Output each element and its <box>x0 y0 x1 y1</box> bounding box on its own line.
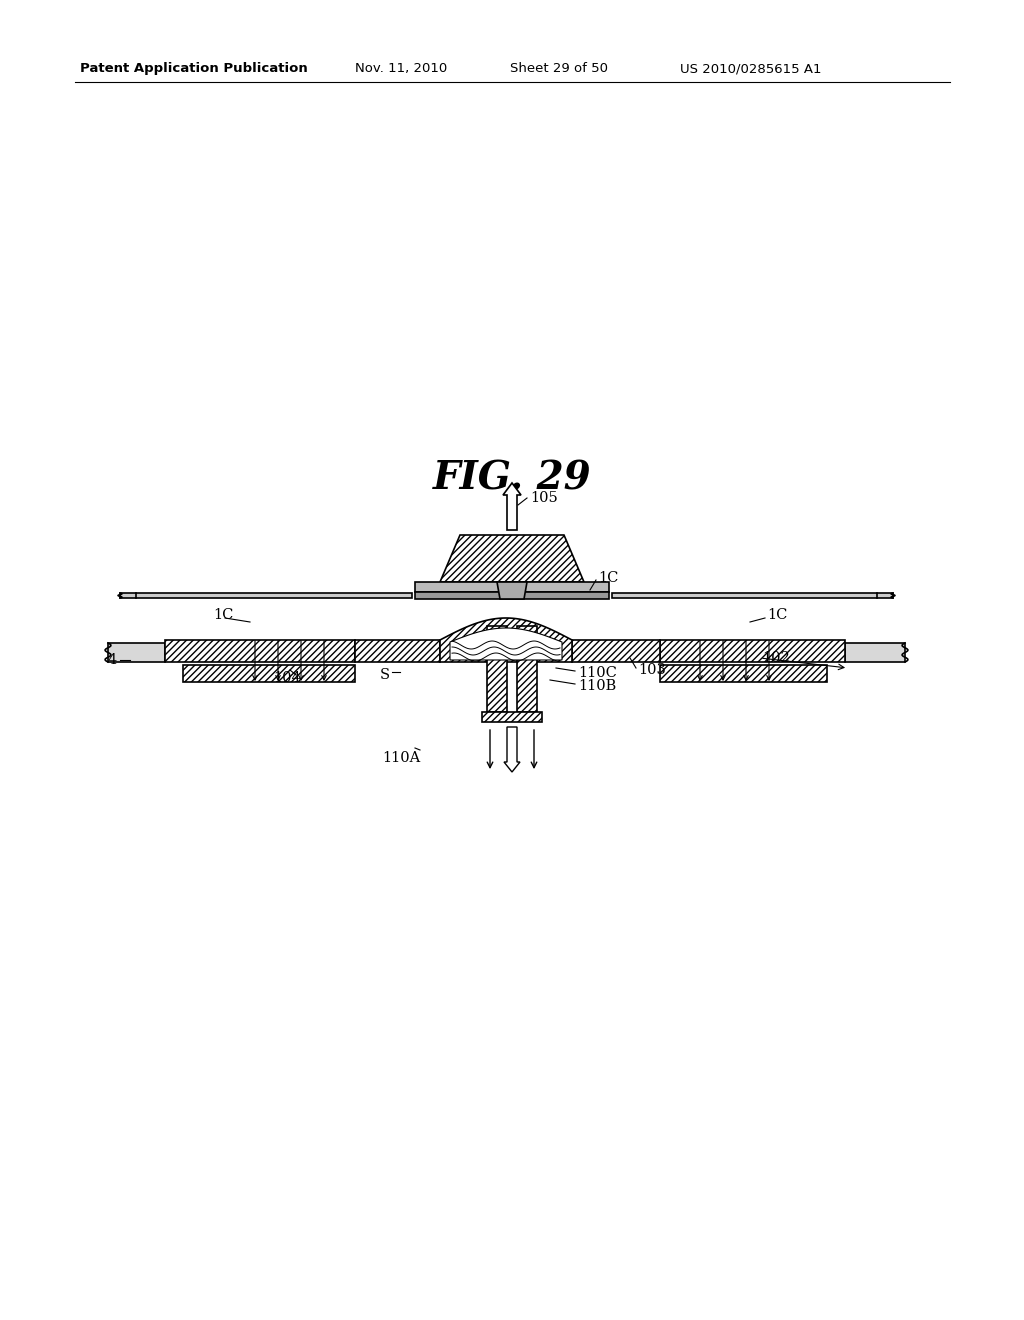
Text: US 2010/0285615 A1: US 2010/0285615 A1 <box>680 62 821 75</box>
Text: 104: 104 <box>273 671 301 685</box>
Polygon shape <box>450 628 562 660</box>
Text: Patent Application Publication: Patent Application Publication <box>80 62 308 75</box>
Polygon shape <box>497 582 527 599</box>
Text: 1C: 1C <box>598 572 618 585</box>
FancyArrow shape <box>504 727 520 772</box>
Polygon shape <box>440 535 584 582</box>
Text: 110B: 110B <box>578 678 616 693</box>
Polygon shape <box>660 640 845 663</box>
Polygon shape <box>415 591 609 599</box>
Polygon shape <box>660 665 827 682</box>
Polygon shape <box>482 711 542 722</box>
Text: 105: 105 <box>530 491 558 506</box>
FancyArrow shape <box>503 483 521 531</box>
Text: 110C: 110C <box>578 667 616 680</box>
Text: Sheet 29 of 50: Sheet 29 of 50 <box>510 62 608 75</box>
Text: Nov. 11, 2010: Nov. 11, 2010 <box>355 62 447 75</box>
Text: 1C: 1C <box>213 609 233 622</box>
Polygon shape <box>845 643 905 663</box>
Text: 110A: 110A <box>382 751 420 766</box>
Polygon shape <box>165 640 355 663</box>
Polygon shape <box>440 618 572 663</box>
Polygon shape <box>612 593 893 598</box>
Polygon shape <box>120 593 412 598</box>
Text: 103: 103 <box>638 663 666 677</box>
Text: S: S <box>380 668 390 682</box>
Polygon shape <box>415 582 609 591</box>
Polygon shape <box>355 640 440 663</box>
Text: 1C: 1C <box>767 609 787 622</box>
Polygon shape <box>487 626 507 711</box>
Polygon shape <box>183 665 355 682</box>
Text: 4: 4 <box>108 653 118 667</box>
Text: FIG. 29: FIG. 29 <box>433 459 591 498</box>
Polygon shape <box>108 643 165 663</box>
Polygon shape <box>517 626 537 711</box>
Text: 102: 102 <box>762 651 790 665</box>
Polygon shape <box>572 640 660 663</box>
